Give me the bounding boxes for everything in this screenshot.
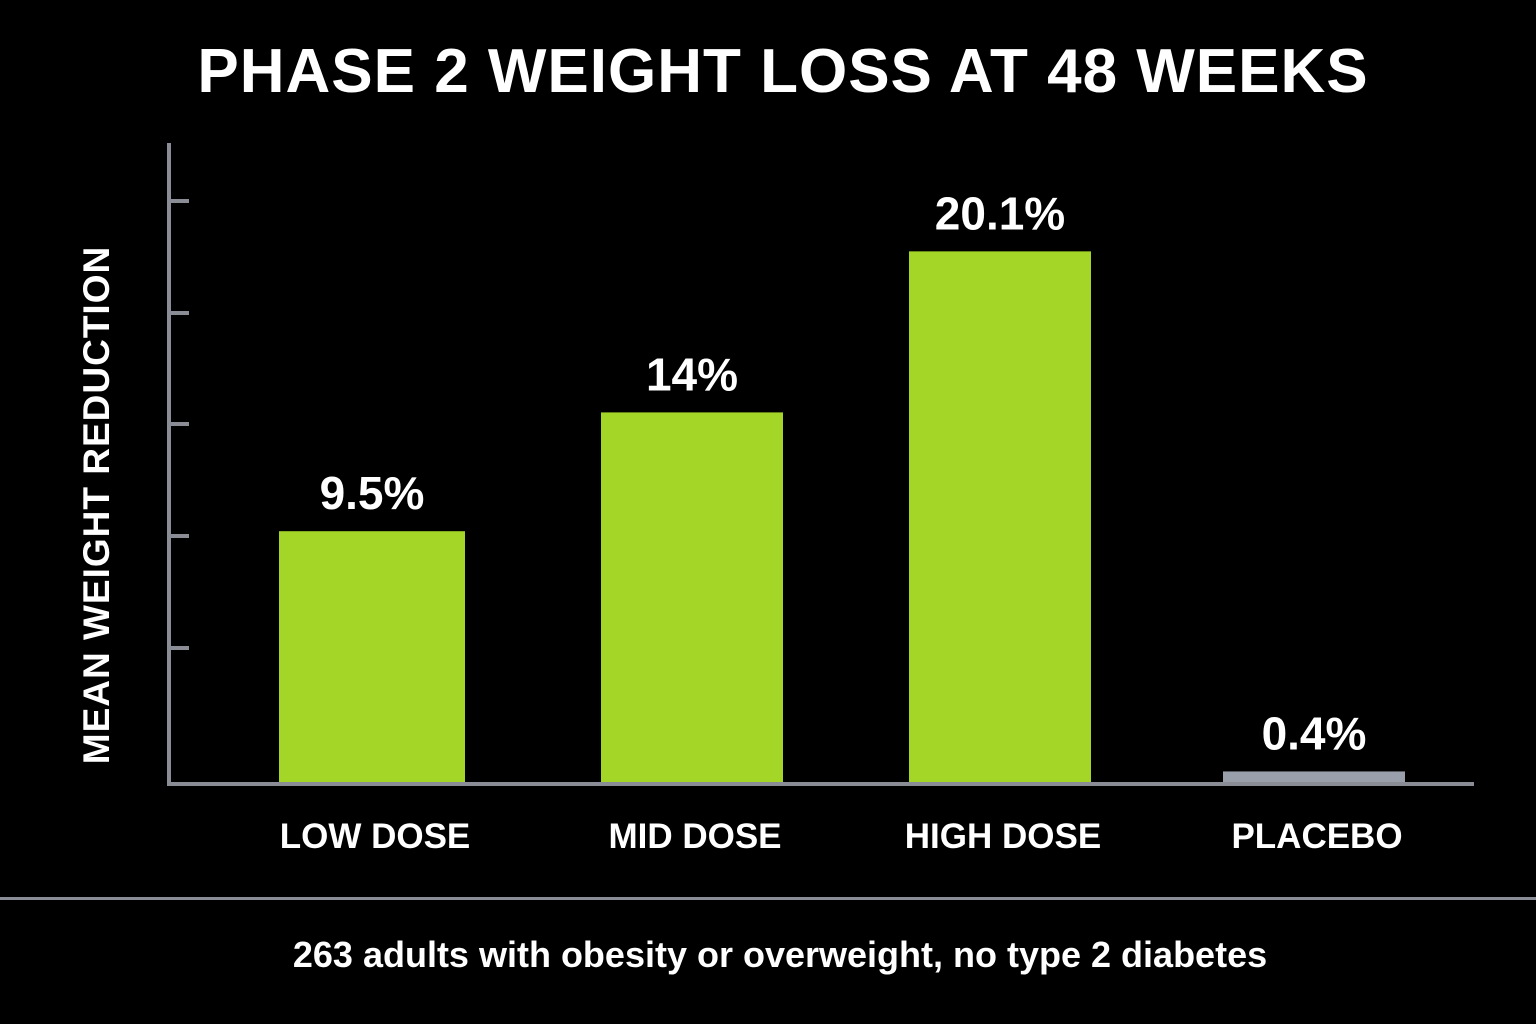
footnote: 263 adults with obesity or overweight, n…: [292, 934, 1268, 975]
bar-placebo: [1223, 771, 1405, 782]
chart-title: PHASE 2 WEIGHT LOSS AT 48 WEEKS: [197, 37, 1369, 106]
x-tick-label-mid-dose: MID DOSE: [608, 817, 781, 856]
bar-chart: MEAN WEIGHT REDUCTION 9.5% LOW DOSE 14% MID…: [76, 143, 1474, 856]
x-tick-label-low-dose: LOW DOSE: [280, 817, 471, 856]
data-label-low-dose: 9.5%: [320, 467, 425, 519]
bars: [279, 251, 1405, 783]
data-label-mid-dose: 14%: [646, 348, 738, 400]
x-tick-label-placebo: PLACEBO: [1231, 817, 1402, 856]
y-axis-label: MEAN WEIGHT REDUCTION: [76, 246, 117, 764]
data-label-high-dose: 20.1%: [935, 187, 1065, 239]
data-label-placebo: 0.4%: [1262, 707, 1367, 759]
footer-divider: [0, 897, 1536, 900]
bar-low-dose: [279, 531, 465, 782]
bar-mid-dose: [601, 412, 783, 782]
axes: [167, 143, 1474, 786]
labels: 9.5% LOW DOSE 14% MID DOSE 20.1% HIGH DOSE 0.4…: [280, 187, 1403, 856]
bar-high-dose: [909, 251, 1091, 783]
x-tick-label-high-dose: HIGH DOSE: [905, 817, 1101, 856]
